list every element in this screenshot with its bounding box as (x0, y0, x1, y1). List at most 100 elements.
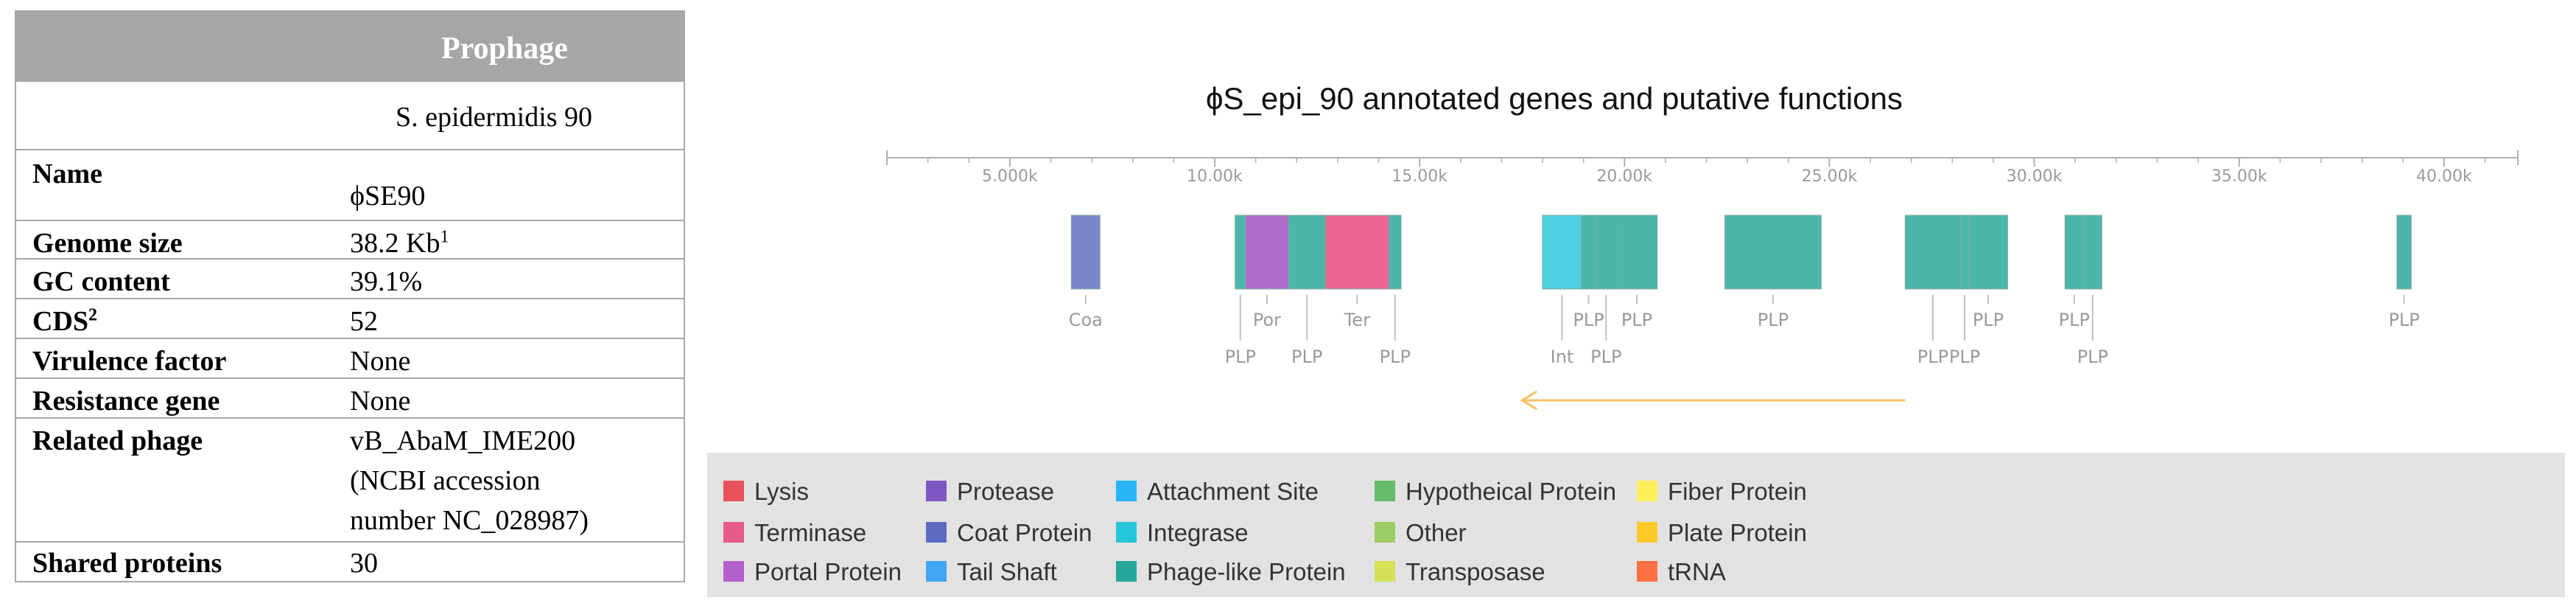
legend-swatch (1637, 522, 1657, 543)
gene-label: PLP (1590, 346, 1621, 367)
table-row: Shared proteins 30 (16, 541, 684, 582)
table-row: Genome size 38.2 Kb1 (16, 220, 684, 260)
gene-label: PLP (1973, 310, 2004, 330)
legend-swatch (926, 561, 947, 582)
axis-tick-label: 25.00k (1802, 167, 1858, 186)
legend-swatch (926, 522, 947, 543)
gene-label: Ter (1344, 310, 1370, 330)
row-key: Related phage (32, 425, 203, 456)
gene-label: PLP (1621, 310, 1652, 330)
table-row: Related phage vB_AbaM_IME200 (NCBI acces… (16, 417, 684, 543)
strain-row: S. epidermidis 90 (16, 80, 684, 150)
legend-label: Protease (957, 478, 1055, 505)
gene-block (1968, 215, 2008, 290)
row-value: None (350, 386, 411, 417)
legend-swatch (1375, 481, 1395, 501)
axis-tick-label: 40.00k (2416, 167, 2472, 186)
legend-swatch (926, 481, 947, 501)
axis-tick-label: 30.00k (2007, 167, 2063, 186)
legend-label: Attachment Site (1147, 478, 1319, 505)
legend-swatch (1116, 522, 1137, 543)
gene-label: PLP (1917, 346, 1948, 367)
gene-label: PLP (1573, 310, 1604, 330)
gene-block (1724, 215, 1822, 290)
gene-label: PLP (2059, 310, 2090, 330)
prophage-table: Prophage S. epidermidis 90 Name ϕSE90 Ge… (15, 10, 685, 582)
gene-block (2064, 215, 2084, 290)
table-row: GC content 39.1% (16, 258, 684, 299)
row-key: Genome size (32, 228, 183, 259)
row-key: Name (32, 159, 102, 189)
gene-label: PLP (1380, 346, 1411, 367)
table-row: Resistance gene None (16, 377, 684, 419)
legend-swatch (1375, 522, 1395, 543)
gene-block (1904, 215, 1961, 290)
legend-label: Terminase (754, 519, 867, 546)
legend-label: Lysis (754, 478, 809, 505)
legend: Lysis Terminase Portal Protein Protease Coat… (707, 453, 2565, 597)
gene-block (1288, 215, 1326, 290)
axis-tick-label: 20.00k (1596, 167, 1652, 186)
row-value: 52 (350, 306, 378, 337)
legend-label: Portal Protein (754, 558, 902, 585)
axis-tick-label: 5.000k (982, 167, 1038, 186)
legend-swatch (1375, 561, 1395, 582)
table-row: Virulence factor None (16, 338, 684, 379)
row-key: Virulence factor (32, 346, 227, 377)
legend-label: Phage-like Protein (1147, 558, 1346, 585)
gene-block (1595, 215, 1617, 290)
gene-label: Por (1253, 310, 1281, 330)
gene-block (2396, 215, 2412, 290)
gene-block (1581, 215, 1596, 290)
legend-swatch (1637, 561, 1657, 582)
row-key: CDS2 (32, 305, 98, 337)
gene-label: Int (1551, 346, 1574, 367)
gene-label: PLP (2388, 310, 2419, 330)
legend-label: Tail Shaft (957, 558, 1057, 585)
legend-label: Fiber Protein (1668, 478, 1807, 505)
gene-label: PLP (1225, 346, 1256, 367)
gene-block (2082, 215, 2102, 290)
table-header-label: Prophage (441, 32, 568, 66)
row-value-line: (NCBI accession (350, 465, 541, 496)
axis-tick-label: 35.00k (2211, 167, 2267, 186)
legend-swatch (1116, 481, 1137, 501)
gene-label: PLP (1758, 310, 1789, 330)
gene-block (1542, 215, 1582, 290)
chart-title: ϕS_epi_90 annotated genes and putative f… (1206, 81, 1903, 116)
axis-tick-label: 10.00k (1187, 167, 1243, 186)
direction-arrow-head (1520, 390, 1538, 411)
legend-swatch (723, 522, 744, 543)
legend-swatch (723, 481, 744, 501)
legend-label: Other (1405, 519, 1467, 546)
gene-block (1615, 215, 1658, 290)
gene-block (1245, 215, 1289, 290)
row-key: GC content (32, 266, 170, 297)
gene-map: 5.000k 10.00k 15.00k 20.00k 25.00k 30.00k 35.0… (886, 150, 2519, 411)
row-value-line: number NC_028987) (350, 505, 589, 536)
legend-label: tRNA (1668, 558, 1726, 585)
axis-tick-label: 15.00k (1391, 167, 1447, 186)
gene-block (1388, 215, 1402, 290)
row-value: 39.1% (350, 266, 423, 297)
legend-label: Coat Protein (957, 519, 1092, 546)
gene-block (1235, 215, 1246, 290)
gene-label: PLP (1949, 346, 1980, 367)
legend-label: Integrase (1147, 519, 1249, 546)
legend-label: Hypotheical Protein (1405, 478, 1617, 505)
gene-label: Coa (1069, 310, 1103, 330)
row-value: 30 (350, 548, 378, 579)
row-key: Shared proteins (32, 548, 222, 579)
table-header: Prophage (16, 12, 684, 80)
legend-swatch (1637, 481, 1657, 501)
gene-block (1324, 215, 1389, 290)
row-value-line: vB_AbaM_IME200 (350, 425, 576, 456)
table-row: Name ϕSE90 (16, 149, 684, 221)
gene-block (1959, 215, 1970, 290)
gene-block (1070, 215, 1101, 290)
gene-label: PLP (2077, 346, 2108, 367)
gene-label: PLP (1291, 346, 1322, 367)
row-key: Resistance gene (32, 386, 220, 417)
legend-swatch (723, 561, 744, 582)
strain-name: S. epidermidis 90 (396, 102, 593, 133)
